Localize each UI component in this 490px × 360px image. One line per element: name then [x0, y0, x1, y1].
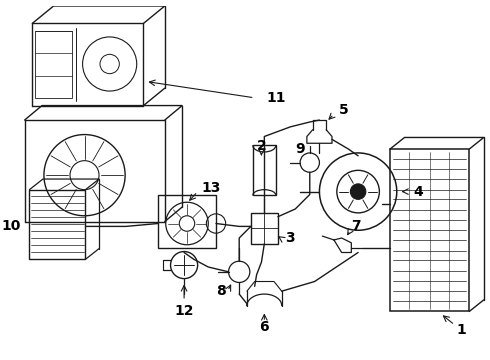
Text: 4: 4 [413, 185, 423, 199]
Text: 8: 8 [216, 284, 226, 298]
Text: 11: 11 [266, 91, 286, 105]
Text: 7: 7 [351, 219, 361, 233]
Bar [158, 194, 216, 248]
Circle shape [350, 184, 366, 199]
Text: 1: 1 [457, 323, 466, 337]
Text: 2: 2 [257, 139, 266, 153]
Text: 6: 6 [260, 320, 269, 334]
Bar [253, 145, 276, 195]
Bar [390, 149, 469, 311]
Text: 12: 12 [174, 303, 194, 318]
Text: 10: 10 [1, 219, 21, 233]
Text: 5: 5 [339, 103, 348, 117]
Bar [251, 213, 278, 244]
Text: 3: 3 [286, 231, 295, 245]
Text: 9: 9 [295, 142, 305, 156]
Text: 13: 13 [201, 181, 221, 195]
Bar [35, 31, 72, 98]
Bar [29, 190, 85, 259]
